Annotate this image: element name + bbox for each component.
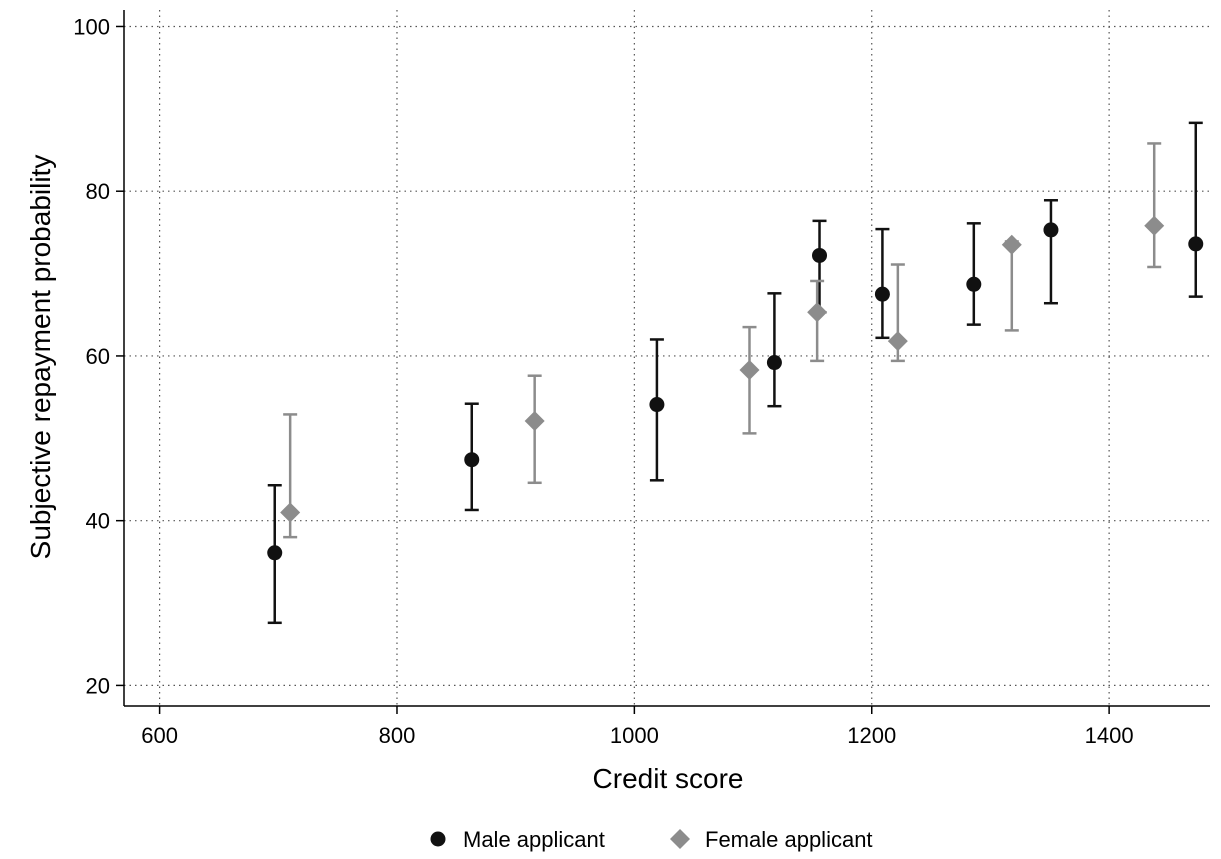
y-tick-label: 100 xyxy=(73,14,110,39)
data-point-female xyxy=(1144,215,1165,236)
axes xyxy=(116,10,1210,714)
y-axis-title: Subjective repayment probability xyxy=(25,155,56,560)
legend-label-female: Female applicant xyxy=(705,827,873,852)
x-tick-label: 600 xyxy=(141,723,178,748)
data-point-male xyxy=(812,247,828,263)
x-tick-label: 800 xyxy=(379,723,416,748)
data-point-female xyxy=(807,302,828,323)
data-point-male xyxy=(766,355,782,371)
y-tick-label: 40 xyxy=(86,509,110,534)
y-tick-label: 60 xyxy=(86,344,110,369)
x-axis-title: Credit score xyxy=(593,763,744,794)
data-point-female xyxy=(524,411,545,432)
legend-marker-male xyxy=(430,831,446,847)
data-point-female xyxy=(887,331,908,352)
data-point-male xyxy=(966,276,982,292)
data-point-female xyxy=(280,502,301,523)
y-tick-label: 80 xyxy=(86,179,110,204)
x-tick-label: 1000 xyxy=(610,723,659,748)
x-tick-label: 1400 xyxy=(1085,723,1134,748)
data-point-male xyxy=(649,397,665,413)
data-point-male xyxy=(1188,236,1204,252)
gridlines xyxy=(124,10,1210,706)
data-point-female xyxy=(739,359,760,380)
series-female xyxy=(280,142,1165,539)
data-point-male xyxy=(1043,222,1059,238)
legend-marker-female xyxy=(670,829,690,849)
legend: Male applicant Female applicant xyxy=(430,827,873,852)
data-point-male xyxy=(464,452,480,468)
legend-label-male: Male applicant xyxy=(463,827,605,852)
data-point-male xyxy=(874,286,890,302)
tick-labels: 600 800 1000 1200 1400 20 40 60 80 100 xyxy=(73,14,1133,748)
data-point-male xyxy=(267,545,283,561)
y-tick-label: 20 xyxy=(86,673,110,698)
data-point-female xyxy=(1001,234,1022,255)
x-tick-label: 1200 xyxy=(847,723,896,748)
series-male xyxy=(267,121,1204,625)
data-marks xyxy=(267,121,1204,625)
